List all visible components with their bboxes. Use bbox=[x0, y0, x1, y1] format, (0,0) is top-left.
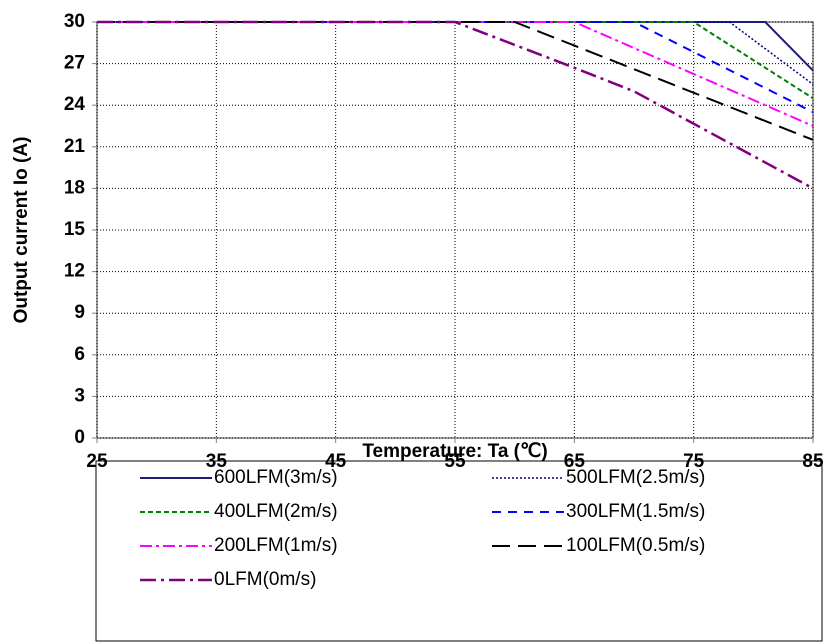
x-tick-label: 55 bbox=[444, 451, 466, 472]
y-tick-label: 6 bbox=[74, 344, 85, 365]
y-tick-label: 12 bbox=[64, 261, 85, 282]
x-tick-label: 75 bbox=[683, 451, 705, 472]
x-tick-label: 35 bbox=[206, 451, 228, 472]
series-line bbox=[97, 21, 814, 100]
y-tick-label: 30 bbox=[64, 11, 85, 32]
x-axis-title: Temperature: Ta (℃) bbox=[362, 441, 547, 462]
y-tick-label: 0 bbox=[74, 427, 85, 448]
y-tick-label: 27 bbox=[64, 53, 85, 74]
x-tick-label: 85 bbox=[802, 451, 824, 472]
y-tick-label: 9 bbox=[74, 302, 85, 323]
legend-label: 100LFM(0.5m/s) bbox=[566, 535, 705, 556]
series-line bbox=[97, 21, 814, 141]
legend-box bbox=[95, 460, 823, 642]
y-tick-label: 18 bbox=[64, 177, 85, 198]
legend-label: 500LFM(2.5m/s) bbox=[566, 467, 705, 488]
series-line bbox=[97, 21, 814, 86]
legend-label: 400LFM(2m/s) bbox=[214, 501, 338, 522]
x-tick-label: 45 bbox=[325, 451, 347, 472]
y-tick-label: 24 bbox=[64, 94, 86, 115]
legend-label: 600LFM(3m/s) bbox=[214, 467, 338, 488]
legend-label: 0LFM(0m/s) bbox=[214, 569, 316, 590]
legend-label: 200LFM(1m/s) bbox=[214, 535, 338, 556]
y-tick-label: 21 bbox=[64, 136, 86, 157]
series-line bbox=[97, 21, 814, 127]
x-tick-label: 65 bbox=[564, 451, 586, 472]
y-tick-label: 15 bbox=[64, 219, 86, 240]
legend-label: 300LFM(1.5m/s) bbox=[566, 501, 705, 522]
y-axis-title: Output current Io (A) bbox=[11, 137, 32, 324]
series-line bbox=[97, 20, 814, 190]
x-tick-label: 25 bbox=[86, 451, 108, 472]
y-tick-label: 3 bbox=[74, 385, 85, 406]
